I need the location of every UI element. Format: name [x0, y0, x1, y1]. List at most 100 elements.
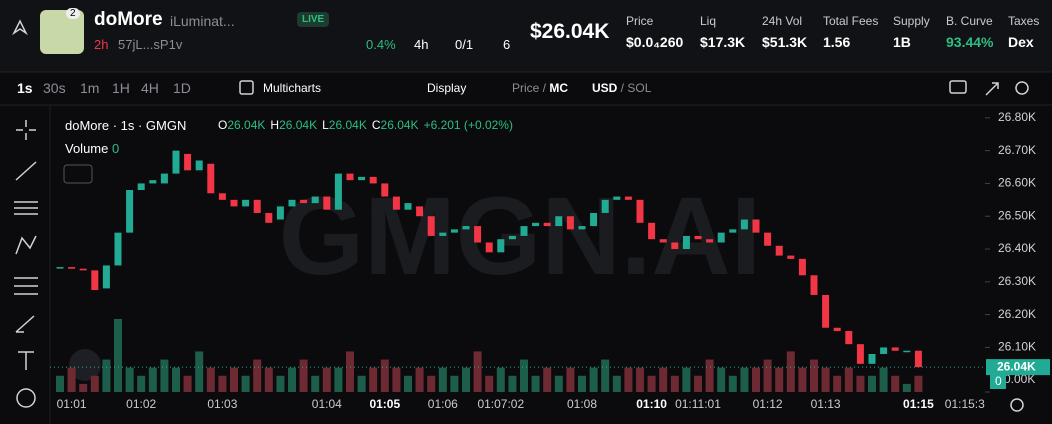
volume-bar: [67, 367, 76, 392]
avatar: [40, 10, 84, 54]
interval[interactable]: 1s: [17, 80, 33, 96]
last-price-label: 26.04K: [997, 359, 1036, 373]
tv-logo: [69, 349, 101, 381]
candle: [798, 258, 806, 276]
x-tick-label: 01:13: [811, 397, 841, 411]
volume-bar: [125, 367, 134, 392]
volume-bar: [357, 375, 366, 392]
candle: [439, 232, 447, 236]
price[interactable]: Price: [512, 81, 540, 95]
x-tick-label: 01:10: [636, 397, 667, 411]
projection-tool[interactable]: [14, 277, 38, 295]
checkbox[interactable]: [239, 80, 254, 95]
y-tick-label: 26.80K: [998, 110, 1036, 124]
holders-change: 0.4%: [366, 37, 396, 52]
candle: [79, 268, 87, 271]
volume-bar: [810, 359, 818, 392]
volume-bar: [404, 375, 412, 392]
pattern-tool[interactable]: [15, 235, 37, 255]
candle: [358, 176, 366, 181]
fullscreen[interactable]: [985, 82, 999, 96]
interval[interactable]: 1m: [80, 80, 100, 96]
volume-bar: [636, 367, 644, 392]
candle: [717, 232, 725, 243]
candle: [91, 270, 99, 291]
candle: [137, 183, 145, 190]
candle: [207, 163, 215, 194]
volume-bar: [647, 375, 656, 392]
multicharts[interactable]: Multicharts: [263, 81, 322, 95]
stat-value: 93.44%: [946, 34, 994, 50]
volume-bar: [659, 367, 668, 392]
candle: [300, 199, 308, 204]
volume-bar: [902, 383, 911, 392]
x-tick-label: 01:07:02: [477, 397, 524, 411]
chart-settings[interactable]: [1015, 81, 1029, 95]
line-tool[interactable]: [15, 161, 37, 181]
candle: [671, 242, 679, 250]
y-tick-label: 26.70K: [998, 143, 1036, 157]
period: 4h: [414, 37, 429, 52]
candle: [566, 216, 574, 230]
chart-title: doMore · 1s · GMGN: [65, 118, 187, 133]
volume-bar: [914, 375, 923, 392]
volume-bar: [508, 375, 517, 392]
candle: [833, 327, 841, 332]
x-tick-label: 01:15: [903, 397, 934, 411]
volume-bar: [264, 367, 273, 392]
volume-bar: [322, 367, 331, 392]
interval[interactable]: 4H: [141, 80, 159, 96]
volume-bar: [775, 367, 784, 392]
candle: [311, 196, 319, 204]
candle: [462, 226, 470, 230]
interval[interactable]: 1H: [112, 80, 130, 96]
brush-tool[interactable]: [15, 315, 35, 333]
stat-value: Dex: [1008, 34, 1034, 50]
price-mc[interactable]: Price / MC: [512, 81, 569, 95]
fib-tool[interactable]: [14, 201, 38, 215]
usd[interactable]: USD: [592, 81, 618, 95]
ratio: 0/1: [455, 37, 474, 52]
candle: [845, 331, 853, 345]
volume-bar: [299, 359, 308, 392]
stat-value: 1B: [893, 34, 911, 50]
candle: [149, 180, 157, 184]
last-volume-tag: [990, 375, 1006, 389]
stat-value: $0.0₄260: [626, 34, 684, 50]
volume-bar: [566, 367, 575, 392]
collapse[interactable]: [63, 164, 93, 184]
volume-bar: [334, 367, 343, 392]
display[interactable]: Display: [427, 81, 467, 95]
candle: [764, 232, 772, 246]
ohlc-value: 26.04K: [380, 118, 419, 132]
volume-bar: [380, 359, 389, 392]
x-tick-label: 01:01: [57, 397, 87, 411]
screenshot[interactable]: [949, 80, 967, 94]
interval[interactable]: 30s: [43, 80, 66, 96]
candle: [218, 193, 226, 200]
text-tool[interactable]: [18, 351, 34, 370]
change: +6.201 (+0.02%): [423, 118, 513, 132]
interval[interactable]: 1D: [173, 80, 191, 96]
emoji-tool[interactable]: [16, 388, 36, 408]
sol[interactable]: SOL: [627, 81, 652, 95]
address[interactable]: 57jL...sP1v: [118, 37, 183, 52]
last-volume-label: 0: [995, 374, 1002, 388]
stat-label: B. Curve: [946, 14, 993, 28]
settings[interactable]: [1010, 398, 1024, 412]
mc[interactable]: MC: [549, 81, 569, 95]
candle: [160, 173, 168, 184]
volume-bar: [137, 375, 146, 392]
volume-bar: [868, 375, 876, 392]
header-bg: [0, 0, 1052, 72]
candle: [334, 173, 342, 210]
candle: [126, 190, 134, 233]
volume-bar: [752, 367, 760, 392]
volume-bar: [183, 375, 192, 392]
ohlc-value: 26.04K: [279, 118, 318, 132]
crosshair-tool[interactable]: [16, 120, 36, 140]
volume-bar: [56, 375, 64, 392]
favorite[interactable]: [12, 19, 28, 36]
usd-sol[interactable]: USD / SOL: [592, 81, 652, 95]
